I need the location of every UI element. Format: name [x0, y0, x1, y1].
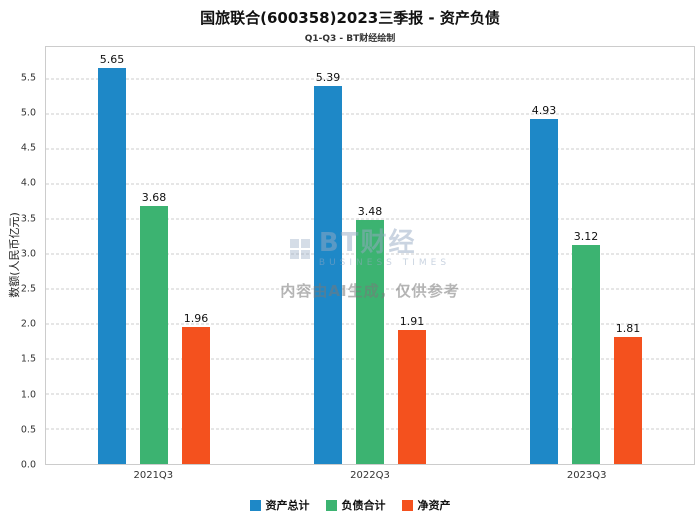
- bar: [314, 86, 342, 464]
- bar-group-2023Q3: 4.93 3.12 1.81: [478, 47, 694, 464]
- legend-label: 资产总计: [265, 499, 310, 512]
- y-tick-label: 2.0: [20, 318, 36, 330]
- bar-负债合计-2022Q3: 3.48: [356, 47, 384, 464]
- bar-group-2022Q3: 5.39 3.48 1.91: [262, 47, 478, 464]
- bar-groups: 5.65 3.68 1.96 5.39 3.48 1.91 4.93 3.12 1.81: [46, 47, 694, 464]
- bar-净资产-2022Q3: 1.91: [398, 47, 426, 464]
- legend-item-资产总计: 资产总计: [249, 497, 310, 513]
- gridline: [46, 148, 694, 150]
- bar-group-2021Q3: 5.65 3.68 1.96: [46, 47, 262, 464]
- bar: [356, 220, 384, 464]
- bar-value-label: 1.81: [615, 322, 641, 336]
- legend: 资产总计 负债合计 净资产: [0, 497, 700, 513]
- y-tick-label: 5.5: [20, 72, 36, 84]
- bar-净资产-2023Q3: 1.81: [614, 47, 642, 464]
- y-axis-ticks: 0.0 0.5 1.0 1.5 2.0 2.5 3.0 3.5 4.0 4.5 5.0 5.5: [0, 46, 41, 470]
- y-tick-label: 0.0: [20, 459, 36, 471]
- bar-value-label: 1.91: [399, 315, 425, 329]
- gridline: [46, 218, 694, 220]
- chart-title: 国旅联合(600358)2023三季报 - 资产负债: [200, 9, 500, 27]
- legend-item-净资产: 净资产: [401, 497, 451, 513]
- y-tick-label: 4.0: [20, 177, 36, 189]
- bar: [182, 326, 210, 464]
- bar: [530, 118, 558, 464]
- legend-label: 负债合计: [341, 499, 386, 512]
- legend-swatch: [401, 499, 413, 511]
- legend-label: 净资产: [417, 499, 451, 512]
- legend-item-负债合计: 负债合计: [325, 497, 386, 513]
- bar-负债合计-2023Q3: 3.12: [572, 47, 600, 464]
- y-tick-label: 3.0: [20, 248, 36, 260]
- y-tick-label: 4.5: [20, 142, 36, 154]
- legend-swatch: [249, 499, 261, 511]
- bar-value-label: 5.39: [315, 71, 341, 85]
- bar-value-label: 3.68: [141, 191, 167, 205]
- bar: [614, 337, 642, 464]
- bar-净资产-2021Q3: 1.96: [182, 47, 210, 464]
- bar: [398, 330, 426, 464]
- x-tick-label: 2021Q3: [133, 470, 174, 481]
- plot-area: 5.65 3.68 1.96 5.39 3.48 1.91 4.93 3.12 1.81 BT财…: [45, 46, 695, 465]
- legend-swatch: [325, 499, 337, 511]
- y-tick-label: 5.0: [20, 107, 36, 119]
- y-tick-label: 0.5: [20, 424, 36, 436]
- chart-subtitle: Q1-Q3 - BT财经绘制: [304, 34, 396, 44]
- bar: [572, 245, 600, 464]
- x-tick-label: 2023Q3: [566, 470, 607, 481]
- gridline: [46, 183, 694, 185]
- y-tick-label: 1.5: [20, 353, 36, 365]
- bar-资产总计-2023Q3: 4.93: [530, 47, 558, 464]
- x-axis-ticks: 2021Q3 2022Q3 2023Q3: [45, 470, 695, 481]
- bar-资产总计-2022Q3: 5.39: [314, 47, 342, 464]
- bar-value-label: 3.12: [573, 230, 599, 244]
- gridline: [46, 113, 694, 115]
- y-tick-label: 3.5: [20, 213, 36, 225]
- bar-资产总计-2021Q3: 5.65: [98, 47, 126, 464]
- bar-负债合计-2021Q3: 3.68: [140, 47, 168, 464]
- gridline: [46, 78, 694, 80]
- y-tick-label: 1.0: [20, 389, 36, 401]
- y-tick-label: 2.5: [20, 283, 36, 295]
- bar-value-label: 5.65: [99, 53, 125, 67]
- bar-value-label: 4.93: [531, 103, 557, 117]
- bar-value-label: 3.48: [357, 205, 383, 219]
- bar: [98, 68, 126, 464]
- bar: [140, 206, 168, 464]
- x-tick-label: 2022Q3: [350, 470, 390, 481]
- bar-value-label: 1.96: [183, 311, 209, 325]
